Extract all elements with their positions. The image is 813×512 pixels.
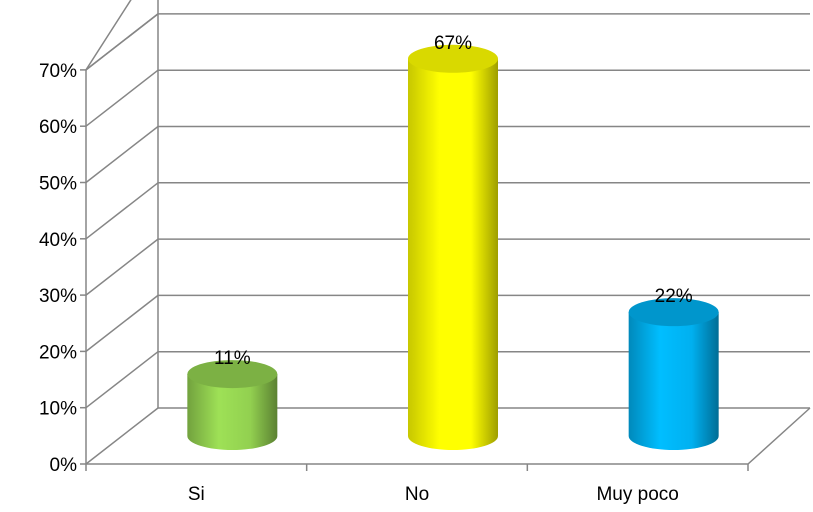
y-tick-label: 40% [39, 230, 77, 251]
side-gridline-top [85, 13, 159, 71]
cylinder-body [408, 58, 498, 450]
category-label: Muy poco [596, 484, 678, 505]
cylinder-body [628, 312, 719, 451]
y-tick-label: 70% [39, 61, 77, 82]
y-tick-label: 0% [50, 455, 78, 476]
side-gridline [85, 125, 159, 184]
side-gridline [85, 294, 159, 352]
cylinder-top [187, 360, 278, 389]
y-tick-label: 10% [39, 399, 77, 420]
bar-no [408, 44, 498, 450]
y-tick-label: 30% [39, 286, 77, 307]
data-label: 11% [214, 348, 251, 369]
y-tick-label: 20% [39, 342, 77, 363]
category-label: No [405, 484, 429, 505]
side-gridline [85, 407, 159, 465]
cylinder-top [408, 44, 498, 73]
data-label: 67% [434, 33, 472, 54]
chart-axes [80, 69, 749, 471]
cylinder-body [187, 374, 278, 450]
side-gridline [85, 182, 159, 240]
y-tick-label: 60% [39, 117, 77, 138]
chart-bars [187, 44, 719, 451]
y-tick-label: 50% [39, 174, 77, 195]
bar-muy-poco [628, 298, 719, 451]
data-label: 22% [655, 286, 693, 307]
chart-data-labels: 11% 67% 22% [214, 33, 693, 369]
bar-si [187, 360, 278, 450]
category-label: Si [188, 484, 205, 505]
cylinder-top [628, 298, 719, 327]
side-gridline [85, 69, 159, 127]
side-gridline [85, 238, 159, 296]
side-gridline [85, 351, 159, 409]
side-wall-edge [85, 0, 132, 464]
x-axis-category-labels: Si No Muy poco [188, 484, 679, 505]
y-axis-tick-labels: 0% 10% 20% 30% 40% 50% 60% 70% [39, 61, 77, 476]
